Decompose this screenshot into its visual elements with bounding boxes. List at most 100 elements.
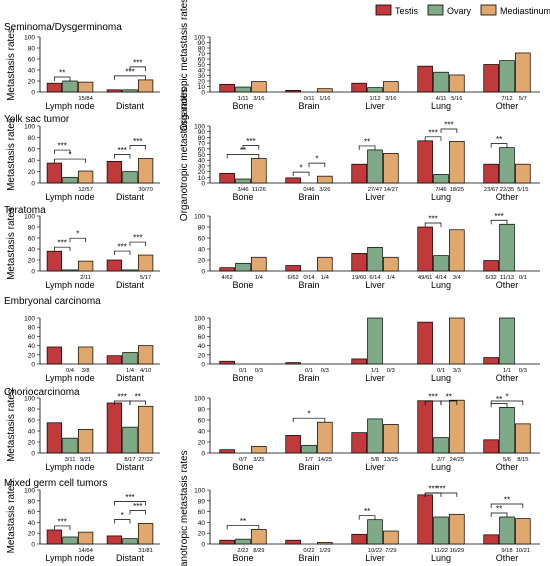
- bar-mediastinum: [383, 256, 399, 272]
- x-tick-label: Lung: [431, 462, 451, 472]
- bar-ovary: [62, 437, 78, 454]
- count-label: 18/25: [450, 187, 465, 193]
- significance-bracket: [490, 219, 508, 225]
- y-tick-label: 80: [28, 225, 36, 232]
- bar-testis: [483, 534, 499, 545]
- y-tick-label: 20: [198, 440, 206, 447]
- bar-testis: [46, 82, 63, 93]
- count-label: 1/4: [255, 275, 264, 281]
- count-label: 3/46: [237, 187, 248, 193]
- significance-bracket: [490, 503, 524, 508]
- count-label: 2/22: [237, 548, 248, 554]
- bar-testis: [285, 435, 301, 454]
- bar-mediastinum: [317, 421, 333, 454]
- count-label: 3/8: [82, 368, 90, 374]
- y-tick-label: 40: [198, 343, 206, 350]
- x-tick-label: Distant: [116, 462, 145, 472]
- y-tick-label: 40: [28, 429, 36, 436]
- count-label: 10/22: [368, 548, 383, 554]
- bar-testis: [106, 535, 123, 545]
- bar-ovary: [235, 86, 251, 93]
- significance-bracket: [54, 158, 86, 164]
- bar-ovary: [235, 262, 251, 272]
- x-tick-label: Brain: [298, 101, 319, 111]
- panel-11: Organotropic metastasis rates 0 20 40 60 80 10…: [179, 450, 540, 566]
- count-label: 0/14: [303, 275, 315, 281]
- count-label: 31/81: [138, 548, 153, 554]
- significance-bracket: [490, 512, 508, 517]
- significance-bracket: [358, 515, 376, 520]
- x-tick-label: Lung: [431, 373, 451, 383]
- bar-mediastinum: [449, 513, 465, 545]
- count-label: 6/14: [369, 275, 381, 281]
- count-label: 4/11: [436, 96, 447, 102]
- significance-bracket: [292, 171, 310, 177]
- x-tick-label: Distant: [116, 553, 145, 563]
- significance-label: ***: [58, 142, 67, 151]
- bar-testis: [483, 357, 499, 365]
- significance-label: ***: [58, 517, 67, 526]
- bar-ovary: [367, 317, 383, 365]
- count-label: 7/46: [435, 187, 446, 193]
- x-tick-label: Other: [496, 280, 519, 290]
- y-tick-label: 20: [198, 258, 206, 265]
- significance-label: ***: [494, 212, 503, 221]
- x-tick-label: Brain: [298, 280, 319, 290]
- legend-label-testis: Testis: [395, 6, 419, 16]
- x-tick-label: Distant: [116, 101, 145, 111]
- bar-ovary: [367, 87, 383, 93]
- bar-testis: [285, 265, 301, 272]
- y-tick-label: 60: [28, 334, 36, 341]
- bar-ovary: [433, 255, 449, 272]
- count-label: 15/84: [78, 96, 93, 102]
- y-tick-label: 40: [198, 68, 206, 75]
- y-tick-label: 80: [198, 225, 206, 232]
- significance-label: ***: [118, 393, 127, 402]
- y-tick-label: 100: [194, 214, 205, 221]
- bar-mediastinum: [137, 79, 154, 93]
- count-label: 6/62: [288, 275, 299, 281]
- bar-testis: [106, 89, 123, 93]
- y-axis-label: Metastasis rates: [6, 389, 17, 462]
- significance-bracket: [490, 143, 508, 148]
- y-tick-label: 40: [28, 343, 36, 350]
- y-tick-label: 20: [198, 169, 206, 176]
- significance-label: **: [446, 393, 452, 402]
- x-tick-label: Bone: [232, 462, 253, 472]
- x-tick-label: Liver: [365, 373, 385, 383]
- count-label: 16/29: [450, 548, 465, 554]
- y-tick-label: 0: [31, 90, 35, 97]
- count-label: 8/15: [517, 457, 528, 463]
- bar-testis: [219, 172, 235, 184]
- y-tick-label: 80: [28, 135, 36, 142]
- y-tick-label: 80: [28, 407, 36, 414]
- significance-label: *: [315, 155, 318, 164]
- y-tick-label: 10: [198, 84, 206, 91]
- bar-mediastinum: [137, 345, 154, 365]
- y-axis-label: Metastasis rates: [6, 118, 17, 191]
- significance-bracket: [490, 403, 508, 408]
- bar-testis: [417, 226, 433, 272]
- count-label: 0/22: [303, 548, 314, 554]
- significance-bracket: [424, 492, 458, 497]
- count-label: 0/4: [66, 368, 75, 374]
- significance-label: ***: [428, 128, 437, 137]
- y-tick-label: 100: [194, 35, 205, 42]
- bar-testis: [483, 163, 499, 184]
- y-tick-label: 100: [24, 316, 35, 323]
- x-tick-label: Bone: [232, 192, 253, 202]
- x-tick-label: Lymph node: [45, 373, 94, 383]
- significance-bracket: [114, 154, 131, 159]
- bar-testis: [285, 362, 301, 365]
- bar-mediastinum: [137, 405, 154, 454]
- bar-ovary: [62, 269, 78, 272]
- significance-bracket: [226, 525, 260, 530]
- bar-testis: [351, 432, 367, 454]
- significance-label: **: [496, 135, 502, 144]
- bar-ovary: [433, 516, 449, 545]
- count-label: 2/11: [80, 275, 91, 281]
- significance-bracket: [114, 75, 146, 80]
- bar-ovary: [122, 352, 138, 365]
- bar-mediastinum: [317, 88, 333, 93]
